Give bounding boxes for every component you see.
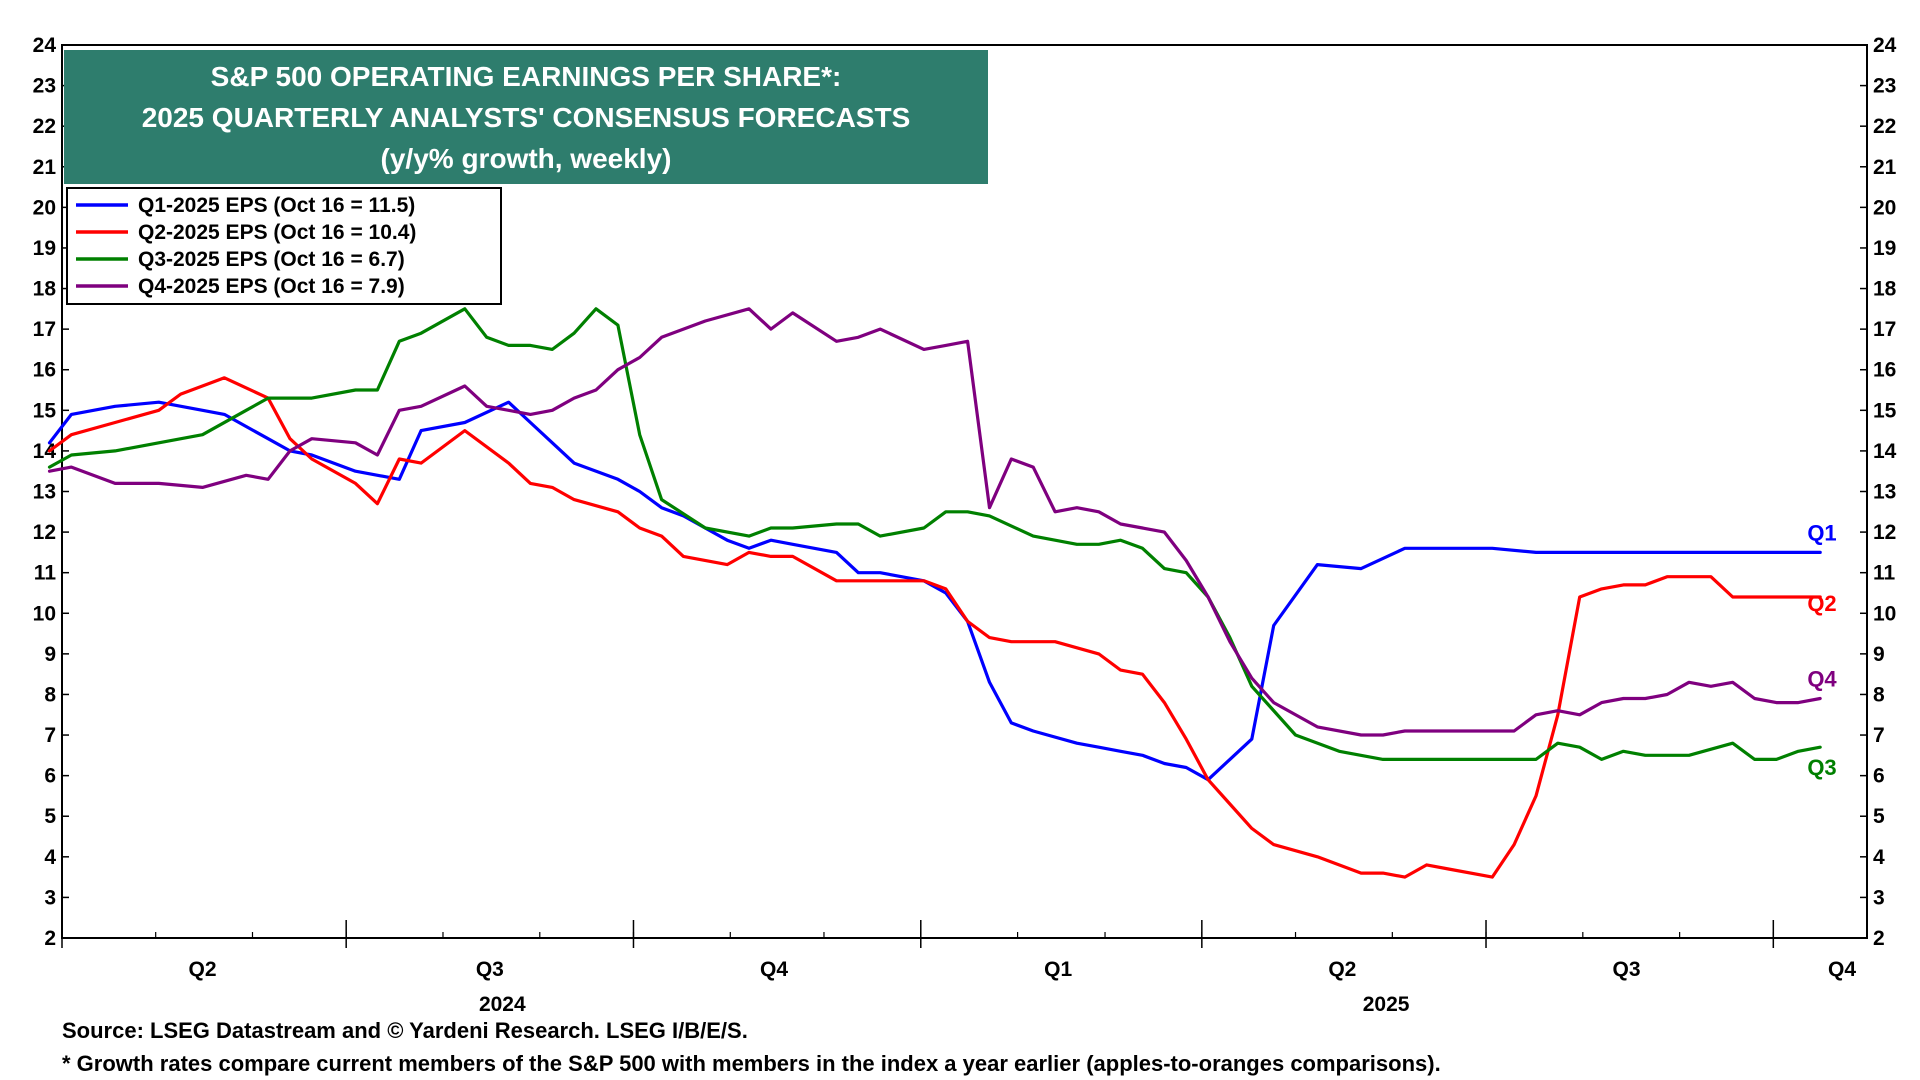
x-quarter-label-6: Q4 — [1828, 958, 1856, 981]
y-tick-label-right-4: 4 — [1873, 846, 1885, 869]
y-tick-label-right-7: 7 — [1873, 724, 1885, 747]
y-tick-label-right-12: 12 — [1873, 521, 1896, 544]
y-tick-label-right-6: 6 — [1873, 765, 1885, 788]
y-tick-label-left-24: 24 — [33, 34, 57, 57]
series-line-q2 — [47, 376, 1822, 879]
y-tick-label-left-12: 12 — [33, 521, 56, 544]
y-tick-label-right-19: 19 — [1873, 237, 1896, 260]
y-tick-label-left-23: 23 — [33, 75, 56, 98]
y-tick-label-right-14: 14 — [1873, 440, 1897, 463]
y-tick-label-left-17: 17 — [33, 318, 56, 341]
y-tick-label-right-9: 9 — [1873, 643, 1885, 666]
chart-title-line-2: 2025 QUARTERLY ANALYSTS' CONSENSUS FOREC… — [142, 102, 911, 133]
y-tick-label-left-2: 2 — [44, 927, 56, 950]
y-tick-label-right-23: 23 — [1873, 75, 1896, 98]
y-tick-label-left-18: 18 — [33, 278, 57, 301]
y-tick-label-left-16: 16 — [33, 359, 56, 382]
y-tick-label-right-11: 11 — [1873, 562, 1896, 585]
x-quarter-label-2: Q4 — [760, 958, 788, 981]
legend-label-q2: Q2-2025 EPS (Oct 16 = 10.4) — [138, 221, 416, 244]
y-tick-label-left-15: 15 — [33, 399, 57, 422]
legend: Q1-2025 EPS (Oct 16 = 11.5) Q2-2025 EPS (… — [66, 187, 502, 305]
chart-title-box: S&P 500 OPERATING EARNINGS PER SHARE*: 2… — [64, 50, 988, 184]
series-end-label-q1: Q1 — [1807, 520, 1836, 545]
y-tick-label-right-21: 21 — [1873, 156, 1897, 179]
x-quarter-label-4: Q2 — [1328, 958, 1356, 981]
series-line-q1 — [47, 400, 1822, 782]
title-background — [64, 50, 988, 184]
y-tick-label-right-17: 17 — [1873, 318, 1896, 341]
y-tick-label-right-22: 22 — [1873, 115, 1896, 138]
y-tick-label-right-5: 5 — [1873, 805, 1885, 828]
x-quarter-label-0: Q2 — [189, 958, 217, 981]
series-line-q4 — [47, 307, 1822, 737]
x-quarter-label-1: Q3 — [476, 958, 504, 981]
series-end-label-q4: Q4 — [1807, 667, 1837, 692]
y-tick-label-left-21: 21 — [33, 156, 57, 179]
y-tick-label-left-22: 22 — [33, 115, 56, 138]
y-tick-label-right-16: 16 — [1873, 359, 1896, 382]
source-note: Source: LSEG Datastream and © Yardeni Re… — [62, 1018, 748, 1043]
x-quarter-label-5: Q3 — [1613, 958, 1641, 981]
y-tick-label-right-3: 3 — [1873, 886, 1885, 909]
y-tick-label-right-20: 20 — [1873, 196, 1896, 219]
x-year-label-2024: 2024 — [479, 993, 526, 1016]
y-tick-label-left-13: 13 — [33, 481, 56, 504]
series-end-label-q3: Q3 — [1807, 755, 1836, 780]
chart-title-line-1: S&P 500 OPERATING EARNINGS PER SHARE*: — [211, 61, 842, 92]
y-tick-label-left-11: 11 — [34, 562, 57, 585]
growth-footnote: * Growth rates compare current members o… — [62, 1051, 1441, 1076]
y-tick-label-left-4: 4 — [44, 846, 56, 869]
y-tick-label-right-18: 18 — [1873, 278, 1897, 301]
chart-title-line-3: (y/y% growth, weekly) — [381, 143, 672, 174]
y-tick-label-right-13: 13 — [1873, 481, 1896, 504]
y-tick-label-right-15: 15 — [1873, 399, 1897, 422]
y-tick-label-right-10: 10 — [1873, 602, 1896, 625]
y-tick-label-left-14: 14 — [33, 440, 57, 463]
y-tick-label-left-7: 7 — [44, 724, 56, 747]
y-tick-label-left-10: 10 — [33, 602, 56, 625]
x-quarter-label-3: Q1 — [1044, 958, 1072, 981]
legend-label-q1: Q1-2025 EPS (Oct 16 = 11.5) — [138, 194, 415, 217]
y-tick-label-left-19: 19 — [33, 237, 56, 260]
y-tick-label-right-24: 24 — [1873, 34, 1897, 57]
x-year-label-2025: 2025 — [1363, 993, 1410, 1016]
y-tick-label-left-5: 5 — [44, 805, 56, 828]
y-tick-label-right-8: 8 — [1873, 683, 1885, 706]
y-tick-label-right-2: 2 — [1873, 927, 1885, 950]
end-labels: Q1 Q2 Q3 Q4 — [1807, 520, 1837, 780]
series-layer — [47, 307, 1822, 879]
series-line-q3 — [47, 307, 1822, 762]
y-tick-label-left-8: 8 — [44, 683, 56, 706]
series-end-label-q2: Q2 — [1807, 591, 1836, 616]
y-tick-label-left-20: 20 — [33, 196, 56, 219]
y-tick-label-left-6: 6 — [44, 765, 56, 788]
y-tick-label-left-9: 9 — [44, 643, 56, 666]
legend-label-q4: Q4-2025 EPS (Oct 16 = 7.9) — [138, 275, 405, 298]
legend-label-q3: Q3-2025 EPS (Oct 16 = 6.7) — [138, 248, 405, 271]
y-tick-label-left-3: 3 — [44, 886, 56, 909]
legend-box — [66, 187, 502, 305]
